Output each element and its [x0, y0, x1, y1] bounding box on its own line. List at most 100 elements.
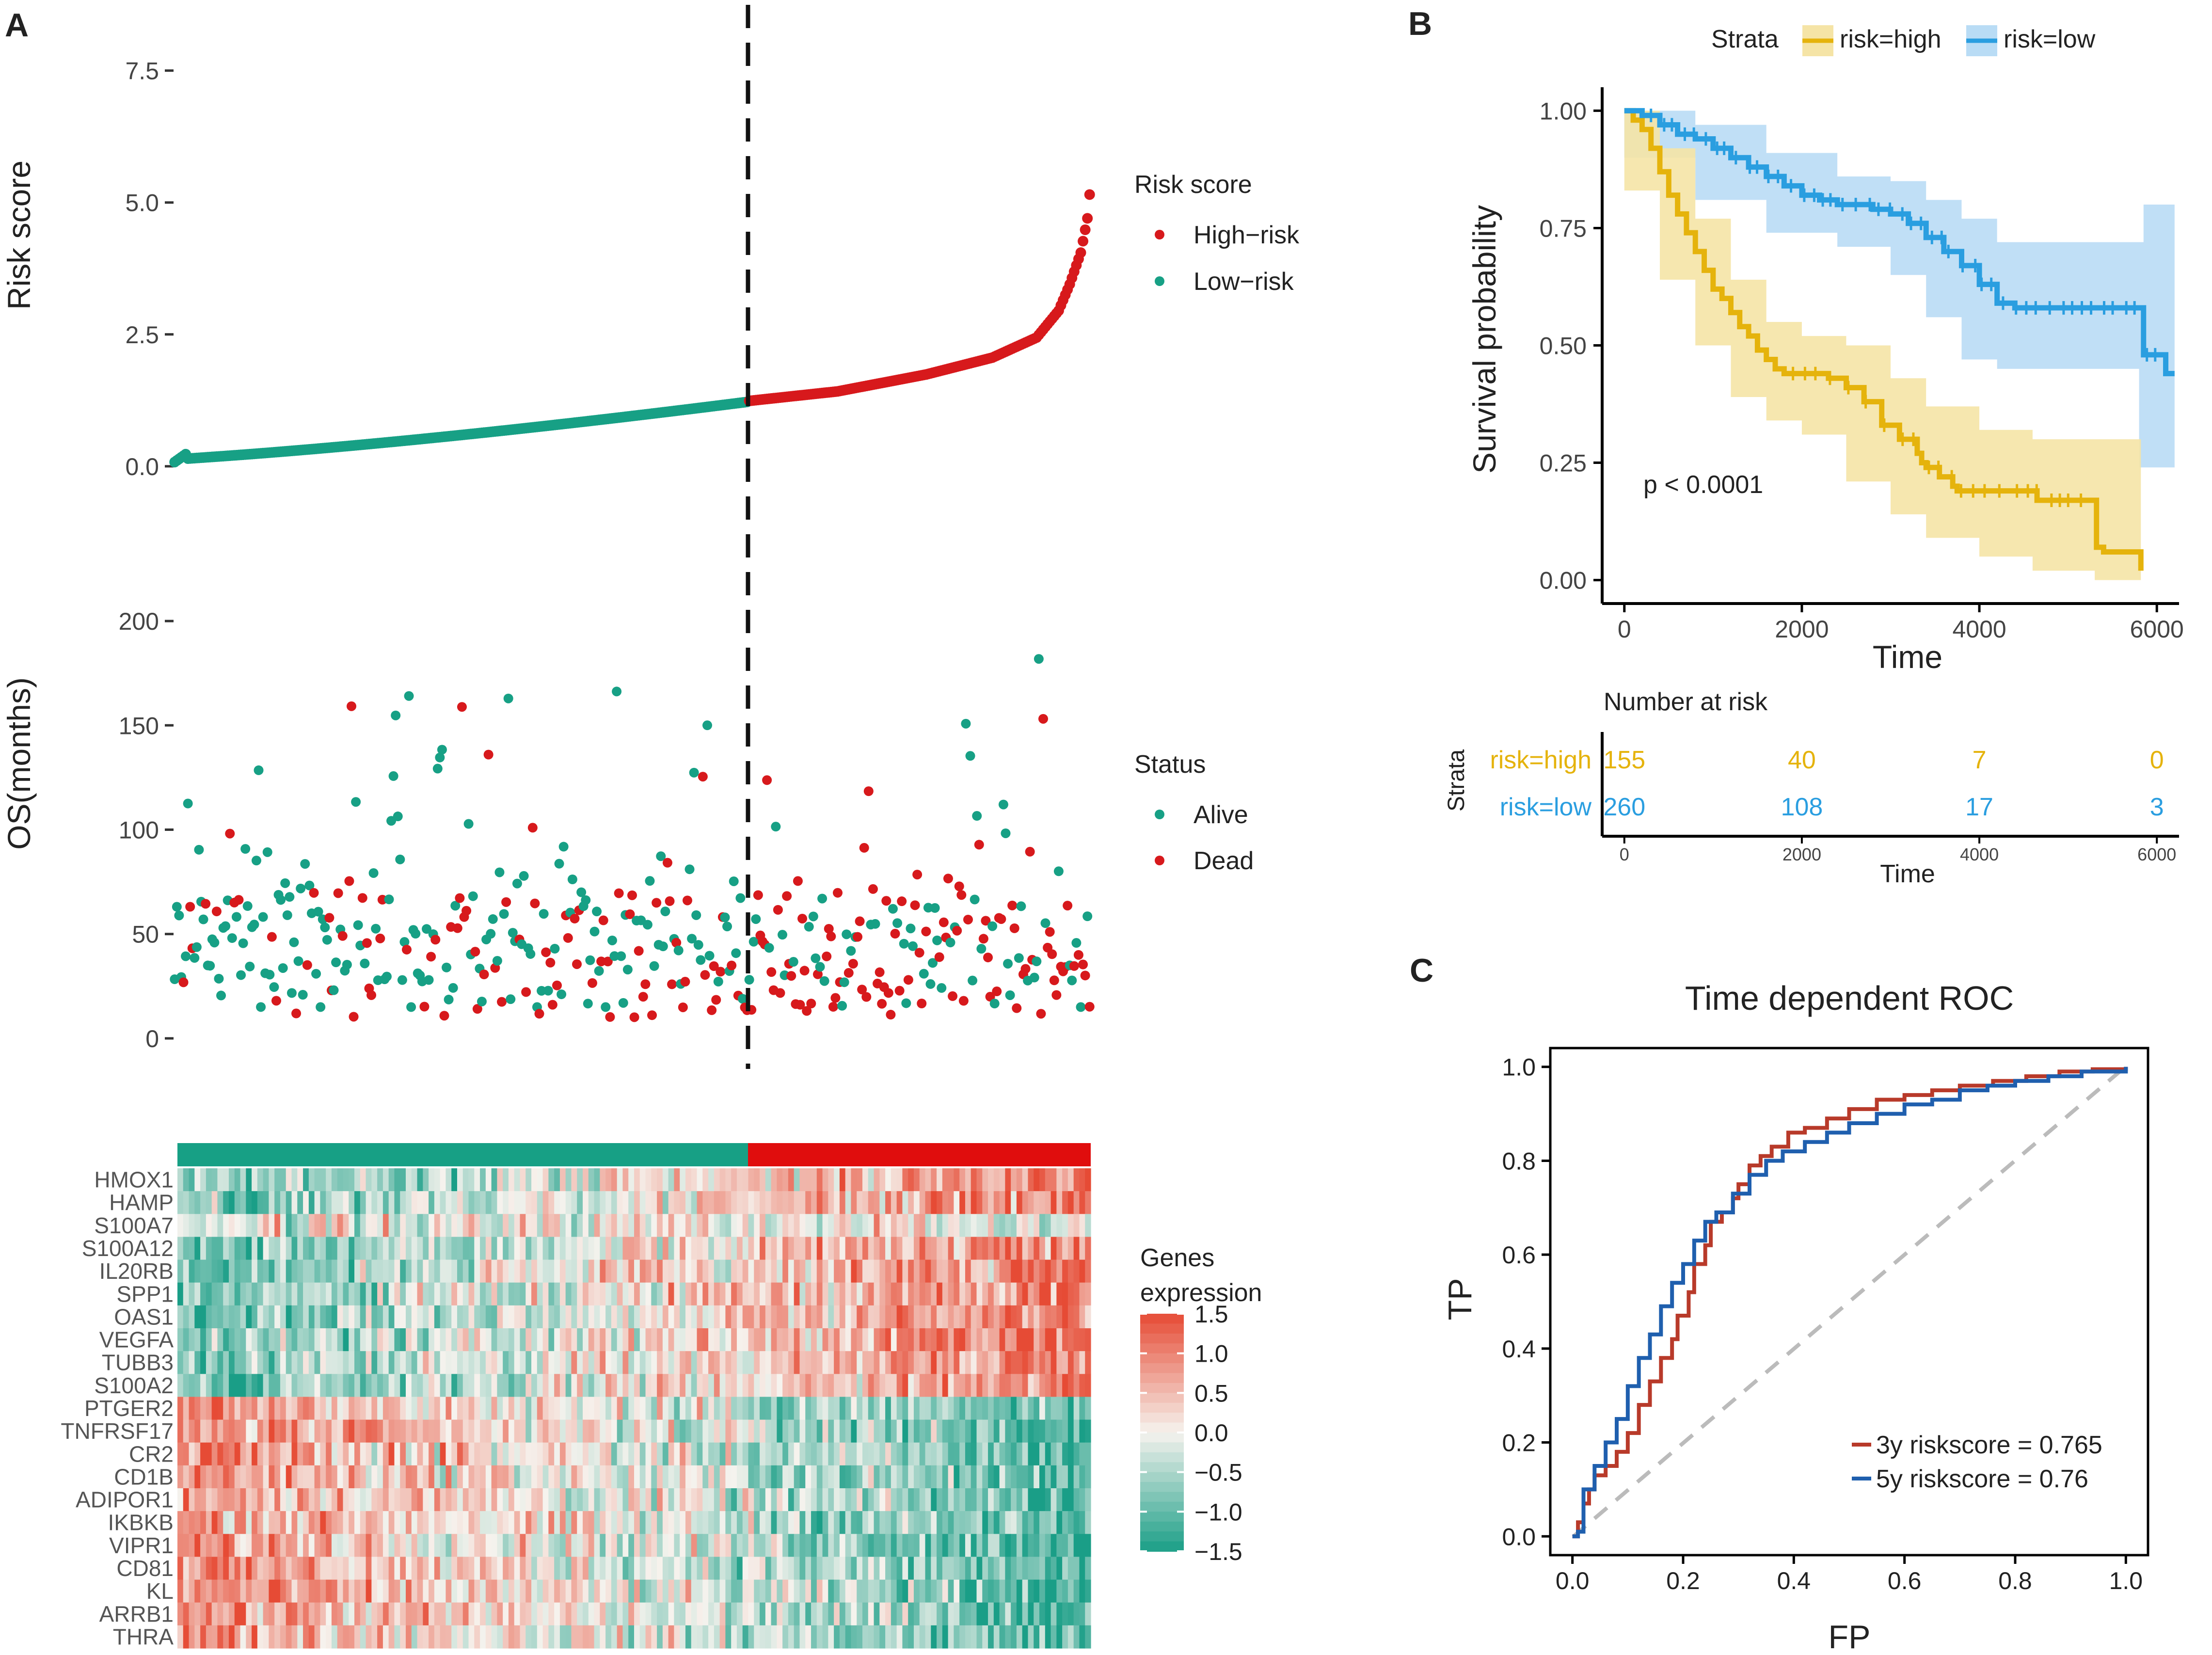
- roc-ytick-label: 0.8: [1502, 1147, 1536, 1175]
- heatmap-cell: [628, 1579, 635, 1603]
- heatmap-cell: [388, 1351, 395, 1374]
- heatmap-cell: [308, 1442, 315, 1466]
- heatmap-cell: [828, 1305, 834, 1329]
- os-point-alive: [432, 764, 443, 774]
- heatmap-cell: [845, 1625, 852, 1649]
- os-point-dead: [527, 823, 538, 833]
- heatmap-cell: [382, 1282, 389, 1306]
- heatmap-cell: [971, 1282, 977, 1306]
- heatmap-cell: [406, 1282, 412, 1306]
- os-point-alive: [713, 976, 723, 987]
- heatmap-cell: [639, 1328, 646, 1352]
- heatmap-cell: [645, 1351, 652, 1374]
- km-ytick-label: 0.50: [1540, 333, 1587, 360]
- heatmap-cell: [839, 1237, 846, 1260]
- os-point-alive: [393, 812, 403, 822]
- heatmap-cell: [252, 1419, 258, 1443]
- heatmap-cell: [925, 1305, 931, 1329]
- os-point-dead: [497, 997, 507, 1007]
- heatmap-cell: [377, 1214, 383, 1238]
- heatmap-cell: [252, 1282, 258, 1306]
- heatmap-cell: [811, 1328, 817, 1352]
- heatmap-cell: [331, 1237, 338, 1260]
- heatmap-cell: [771, 1351, 777, 1374]
- heatmap-cell: [999, 1328, 1005, 1352]
- heatmap-cell: [388, 1511, 395, 1534]
- heatmap-cell: [1050, 1351, 1057, 1374]
- heatmap-cell: [1050, 1625, 1057, 1649]
- heatmap-cell: [662, 1397, 669, 1420]
- heatmap-cell: [868, 1557, 875, 1580]
- heatmap-cell: [497, 1191, 503, 1214]
- heatmap-cell: [742, 1328, 749, 1352]
- heatmap-cell: [965, 1625, 971, 1649]
- heatmap-cell: [400, 1328, 406, 1352]
- heatmap-cell: [531, 1534, 538, 1558]
- os-point-alive: [214, 973, 224, 984]
- heatmap-cell: [326, 1511, 332, 1534]
- heatmap-cell: [999, 1602, 1005, 1626]
- heatmap-cell: [611, 1328, 618, 1352]
- colorbar-segment: [1140, 1462, 1184, 1473]
- heatmap-cell: [954, 1419, 960, 1443]
- colorbar-segment: [1140, 1402, 1184, 1414]
- risk-table-xtick-label: 6000: [2137, 844, 2176, 864]
- gene-label: VEGFA: [99, 1327, 174, 1353]
- os-point-dead: [830, 993, 841, 1003]
- heatmap-cell: [1016, 1534, 1023, 1558]
- heatmap-cell: [349, 1419, 355, 1443]
- heatmap-cell: [491, 1602, 497, 1626]
- heatmap-cell: [240, 1488, 246, 1512]
- heatmap-cell: [765, 1557, 772, 1580]
- heatmap-cell: [446, 1328, 452, 1352]
- heatmap-cell: [685, 1442, 692, 1466]
- heatmap-cell: [542, 1282, 549, 1306]
- heatmap-cell: [680, 1534, 686, 1558]
- heatmap-cell: [183, 1534, 190, 1558]
- heatmap-cell: [902, 1488, 908, 1512]
- heatmap-cell: [868, 1419, 875, 1443]
- heatmap-cell: [388, 1397, 395, 1420]
- heatmap-cell: [429, 1328, 435, 1352]
- heatmap-cell: [822, 1397, 828, 1420]
- heatmap-cell: [1067, 1351, 1074, 1374]
- heatmap-cell: [343, 1534, 349, 1558]
- heatmap-cell: [611, 1305, 618, 1329]
- heatmap-cell: [685, 1625, 692, 1649]
- heatmap-cell: [252, 1191, 258, 1214]
- heatmap-cell: [406, 1259, 412, 1283]
- heatmap-cell: [719, 1442, 726, 1466]
- heatmap-cell: [434, 1419, 441, 1443]
- heatmap-cell: [331, 1351, 338, 1374]
- heatmap-cell: [394, 1602, 400, 1626]
- heatmap-cell: [440, 1488, 446, 1512]
- os-point-alive: [645, 876, 655, 886]
- heatmap-cell: [200, 1214, 207, 1238]
- os-point-alive: [811, 953, 821, 963]
- heatmap-cell: [194, 1579, 201, 1603]
- heatmap-cell: [451, 1191, 458, 1214]
- colorbar-segment: [1140, 1492, 1184, 1502]
- heatmap-cell: [571, 1557, 577, 1580]
- heatmap-cell: [948, 1374, 954, 1398]
- heatmap-cell: [937, 1579, 943, 1603]
- risk-table-count: 108: [1781, 793, 1823, 821]
- heatmap-cell: [668, 1465, 675, 1489]
- heatmap-cell: [805, 1557, 812, 1580]
- heatmap-cell: [697, 1397, 703, 1420]
- heatmap-cell: [462, 1465, 469, 1489]
- heatmap-cell: [777, 1557, 783, 1580]
- heatmap-cell: [531, 1374, 538, 1398]
- heatmap-cell: [942, 1351, 949, 1374]
- heatmap-cell: [1079, 1579, 1085, 1603]
- heatmap-cell: [263, 1442, 269, 1466]
- heatmap-cell: [816, 1237, 823, 1260]
- heatmap-cell: [1005, 1305, 1011, 1329]
- heatmap-cell: [269, 1465, 275, 1489]
- heatmap-cell: [1073, 1442, 1080, 1466]
- heatmap-cell: [269, 1168, 275, 1192]
- heatmap-cell: [948, 1579, 954, 1603]
- heatmap-cell: [765, 1259, 772, 1283]
- heatmap-cell: [520, 1328, 526, 1352]
- heatmap-cell: [811, 1579, 817, 1603]
